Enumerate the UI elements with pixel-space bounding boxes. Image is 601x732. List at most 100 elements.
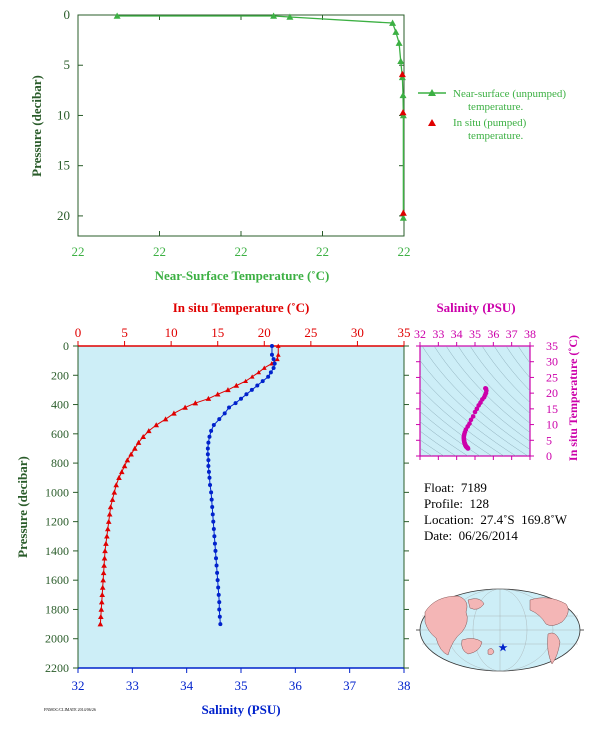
temperature-point: [103, 540, 109, 546]
temperature-point: [113, 482, 119, 488]
top-y-tick-label: 15: [57, 158, 70, 173]
unpumped-temperature-point: [392, 28, 400, 35]
ts-salinity-tick-label: 33: [432, 327, 444, 341]
temperature-point: [249, 374, 255, 379]
top-x-tick-label: 22: [398, 244, 411, 259]
temperature-point: [116, 474, 122, 480]
salinity-point: [213, 548, 218, 553]
ts-point: [470, 414, 476, 419]
temperature-point: [275, 352, 281, 357]
pumped-temperature-point: [399, 209, 407, 216]
top-y-tick-label: 10: [57, 107, 70, 122]
temperature-tick-label: 0: [75, 325, 82, 340]
near-surface-temperature-chart: 0 5 10 15 20 22 22 22 22 22 Near-Surface Tempera…: [29, 7, 566, 283]
profile-number: Profile: 128: [424, 496, 489, 511]
unpumped-temperature-point: [389, 19, 397, 26]
salinity-point: [216, 585, 221, 590]
temperature-tick-label: 15: [211, 325, 224, 340]
legend-unpumped-label-2: temperature.: [468, 101, 524, 113]
top-y-tick-label: 20: [57, 208, 70, 223]
temperature-point: [124, 457, 131, 463]
ts-density-curve: [420, 388, 505, 456]
pressure-tick-label: 200: [51, 368, 69, 382]
pressure-tick-label: 0: [63, 339, 69, 353]
salinity-point: [210, 512, 215, 517]
temperature-point: [100, 570, 107, 576]
profile-y-axis-label: Pressure (decibar): [15, 456, 30, 558]
ts-temperature-tick-label: 20: [546, 386, 558, 400]
salinity-point: [269, 352, 274, 357]
temperature-point: [162, 416, 169, 422]
footer-code: FNMOC/CLIMATE 2014/06/26: [44, 707, 96, 712]
top-x-tick-label: 22: [235, 244, 248, 259]
salinity-point: [206, 458, 211, 463]
legend-unpumped-marker: [428, 89, 436, 96]
salinity-point: [217, 600, 222, 605]
temperature-point: [106, 511, 113, 517]
temperature-tick-label: 35: [398, 325, 411, 340]
salinity-point: [271, 365, 276, 370]
pressure-tick-label: 1800: [45, 602, 69, 616]
salinity-point: [215, 578, 220, 583]
salinity-point: [205, 452, 210, 457]
date: Date: 06/26/2014: [424, 528, 518, 543]
top-x-axis-label: Near-Surface Temperature (˚C): [155, 268, 330, 283]
unpumped-temperature-point: [399, 91, 407, 99]
salinity-point: [214, 563, 219, 568]
temperature-point: [99, 592, 106, 598]
salinity-point: [209, 497, 214, 502]
salinity-point: [233, 401, 238, 406]
ts-point: [468, 417, 474, 423]
temperature-point: [135, 439, 142, 445]
ts-density-curve: [420, 447, 433, 456]
salinity-point: [214, 556, 219, 561]
pressure-tick-label: 800: [51, 456, 69, 470]
pressure-tick-label: 600: [51, 427, 69, 441]
salinity-point: [227, 405, 232, 410]
top-y-tick-label: 5: [64, 57, 71, 72]
ts-temperature-tick-label: 35: [546, 339, 558, 353]
temperature-point: [192, 400, 199, 406]
ts-density-curve: [420, 430, 457, 456]
salinity-axis-label: Salinity (PSU): [201, 702, 280, 717]
profile-chart: 0 5 10 15 20 25 30 35 32 33 34 35 36 37 38 0 200 400 600…: [15, 300, 411, 717]
salinity-point: [211, 519, 216, 524]
ts-density-curve: [420, 400, 493, 456]
ts-temperature-tick-label: 10: [546, 418, 558, 432]
ts-point: [476, 403, 481, 408]
salinity-point: [209, 490, 214, 495]
salinity-point: [269, 344, 274, 348]
pressure-tick-label: 2200: [45, 661, 69, 675]
temperature-point: [98, 613, 104, 620]
temperature-point: [274, 356, 280, 362]
temperature-point: [121, 463, 128, 469]
ts-temperature-tick-label: 0: [546, 449, 552, 463]
temperature-point: [140, 433, 146, 439]
ts-salinity-tick-label: 37: [506, 327, 518, 341]
legend-pumped-label-1: In situ (pumped): [453, 117, 527, 129]
temperature-point: [225, 387, 231, 393]
salinity-tick-label: 35: [235, 678, 248, 693]
pressure-tick-label: 1000: [45, 485, 69, 499]
temperature-point: [171, 410, 177, 416]
salinity-point: [215, 570, 220, 575]
salinity-point: [260, 379, 265, 384]
ts-salinity-tick-label: 36: [487, 327, 499, 341]
unpumped-temperature-point: [397, 57, 405, 65]
ts-density-curve: [469, 346, 530, 414]
temperature-axis-label: In situ Temperature (˚C): [173, 300, 310, 315]
temperature-tick-label: 10: [165, 325, 178, 340]
salinity-point: [212, 541, 217, 546]
salinity-point: [210, 505, 215, 509]
salinity-point: [272, 361, 277, 366]
pressure-tick-label: 1600: [45, 573, 69, 587]
temperature-point: [107, 504, 114, 510]
temperature-point: [214, 391, 221, 397]
salinity-point: [206, 440, 211, 445]
temperature-tick-label: 25: [304, 325, 317, 340]
float-location-star: [498, 643, 508, 652]
temperature-point: [205, 395, 212, 401]
ts-density-curve: [420, 359, 529, 456]
salinity-point: [266, 374, 271, 379]
